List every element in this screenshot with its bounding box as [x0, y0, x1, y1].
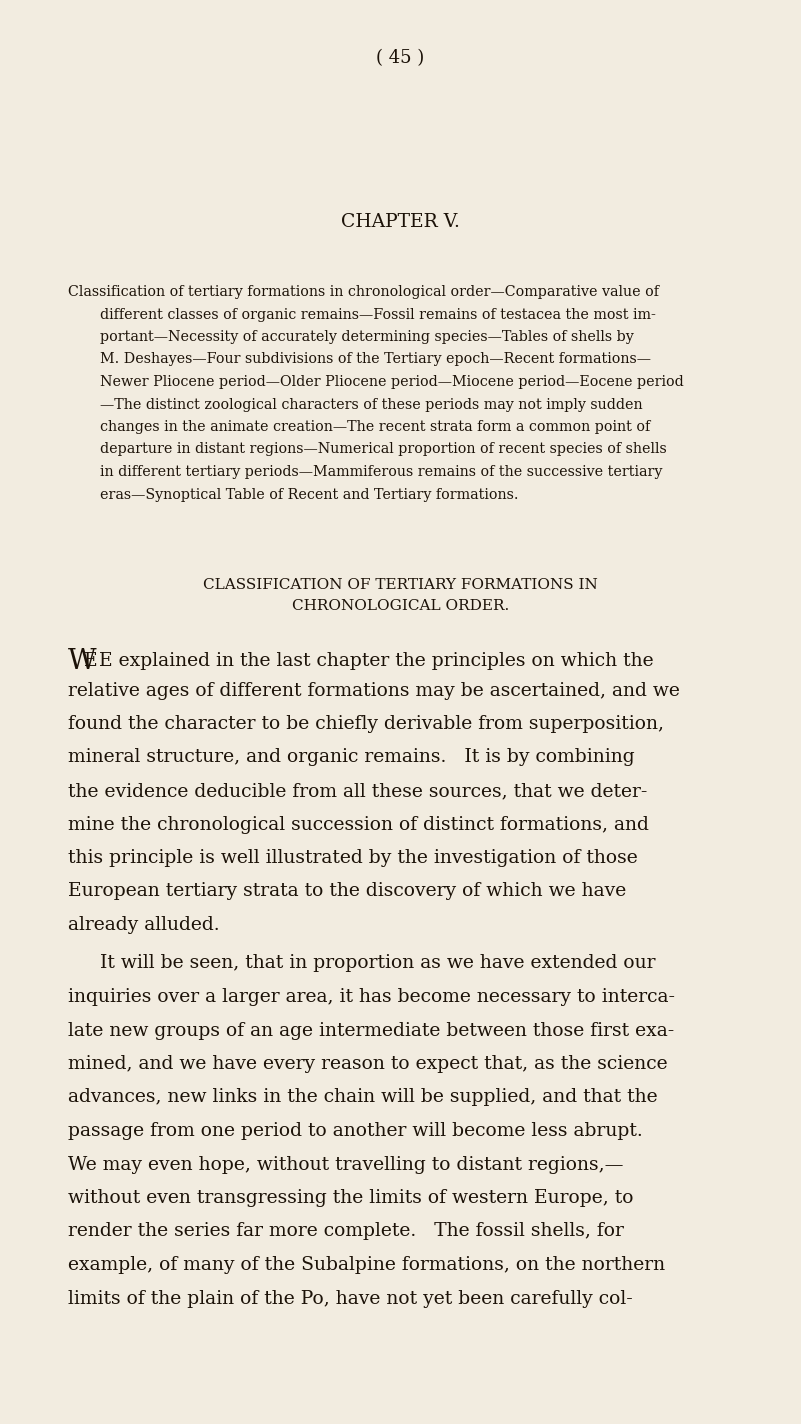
Text: different classes of organic remains—Fossil remains of testacea the most im-: different classes of organic remains—Fos…	[100, 308, 656, 322]
Text: example, of many of the Subalpine formations, on the northern: example, of many of the Subalpine format…	[68, 1256, 665, 1274]
Text: advances, new links in the chain will be supplied, and that the: advances, new links in the chain will be…	[68, 1088, 658, 1106]
Text: render the series far more complete.   The fossil shells, for: render the series far more complete. The…	[68, 1222, 624, 1240]
Text: changes in the animate creation—The recent strata form a common point of: changes in the animate creation—The rece…	[100, 420, 650, 434]
Text: portant—Necessity of accurately determining species—Tables of shells by: portant—Necessity of accurately determin…	[100, 330, 634, 345]
Text: CLASSIFICATION OF TERTIARY FORMATIONS IN: CLASSIFICATION OF TERTIARY FORMATIONS IN	[203, 578, 598, 592]
Text: We may even hope, without travelling to distant regions,—: We may even hope, without travelling to …	[68, 1155, 623, 1173]
Text: Newer Pliocene period—Older Pliocene period—Miocene period—Eocene period: Newer Pliocene period—Older Pliocene per…	[100, 375, 684, 389]
Text: already alluded.: already alluded.	[68, 916, 219, 934]
Text: inquiries over a larger area, it has become necessary to interca-: inquiries over a larger area, it has bec…	[68, 988, 675, 1005]
Text: Classification of tertiary formations in chronological order—Comparative value o: Classification of tertiary formations in…	[68, 285, 659, 299]
Text: ( 45 ): ( 45 )	[376, 48, 425, 67]
Text: departure in distant regions—Numerical proportion of recent species of shells: departure in distant regions—Numerical p…	[100, 443, 666, 457]
Text: CHAPTER V.: CHAPTER V.	[341, 214, 460, 231]
Text: mine the chronological succession of distinct formations, and: mine the chronological succession of dis…	[68, 816, 649, 833]
Text: limits of the plain of the Po, have not yet been carefully col-: limits of the plain of the Po, have not …	[68, 1290, 633, 1307]
Text: passage from one period to another will become less abrupt.: passage from one period to another will …	[68, 1122, 642, 1141]
Text: this principle is well illustrated by the investigation of those: this principle is well illustrated by th…	[68, 849, 638, 867]
Text: found the character to be chiefly derivable from superposition,: found the character to be chiefly deriva…	[68, 715, 664, 733]
Text: eras—Synoptical Table of Recent and Tertiary formations.: eras—Synoptical Table of Recent and Tert…	[100, 487, 518, 501]
Text: CHRONOLOGICAL ORDER.: CHRONOLOGICAL ORDER.	[292, 600, 509, 612]
Text: E explained in the last chapter the principles on which the: E explained in the last chapter the prin…	[99, 652, 654, 671]
Text: relative ages of different formations may be ascertained, and we: relative ages of different formations ma…	[68, 682, 680, 699]
Text: European tertiary strata to the discovery of which we have: European tertiary strata to the discover…	[68, 883, 626, 900]
Text: mineral structure, and organic remains.   It is by combining: mineral structure, and organic remains. …	[68, 749, 634, 766]
Text: late new groups of an age intermediate between those first exa-: late new groups of an age intermediate b…	[68, 1021, 674, 1040]
Text: W: W	[68, 648, 97, 675]
Text: in different tertiary periods—Mammiferous remains of the successive tertiary: in different tertiary periods—Mammiferou…	[100, 466, 662, 478]
Text: —The distinct zoological characters of these periods may not imply sudden: —The distinct zoological characters of t…	[100, 397, 642, 412]
Text: the evidence deducible from all these sources, that we deter-: the evidence deducible from all these so…	[68, 782, 647, 800]
Text: M. Deshayes—Four subdivisions of the Tertiary epoch—Recent formations—: M. Deshayes—Four subdivisions of the Ter…	[100, 353, 651, 366]
Text: It will be seen, that in proportion as we have extended our: It will be seen, that in proportion as w…	[100, 954, 655, 973]
Text: E: E	[84, 652, 98, 671]
Text: mined, and we have every reason to expect that, as the science: mined, and we have every reason to expec…	[68, 1055, 667, 1074]
Text: without even transgressing the limits of western Europe, to: without even transgressing the limits of…	[68, 1189, 634, 1208]
